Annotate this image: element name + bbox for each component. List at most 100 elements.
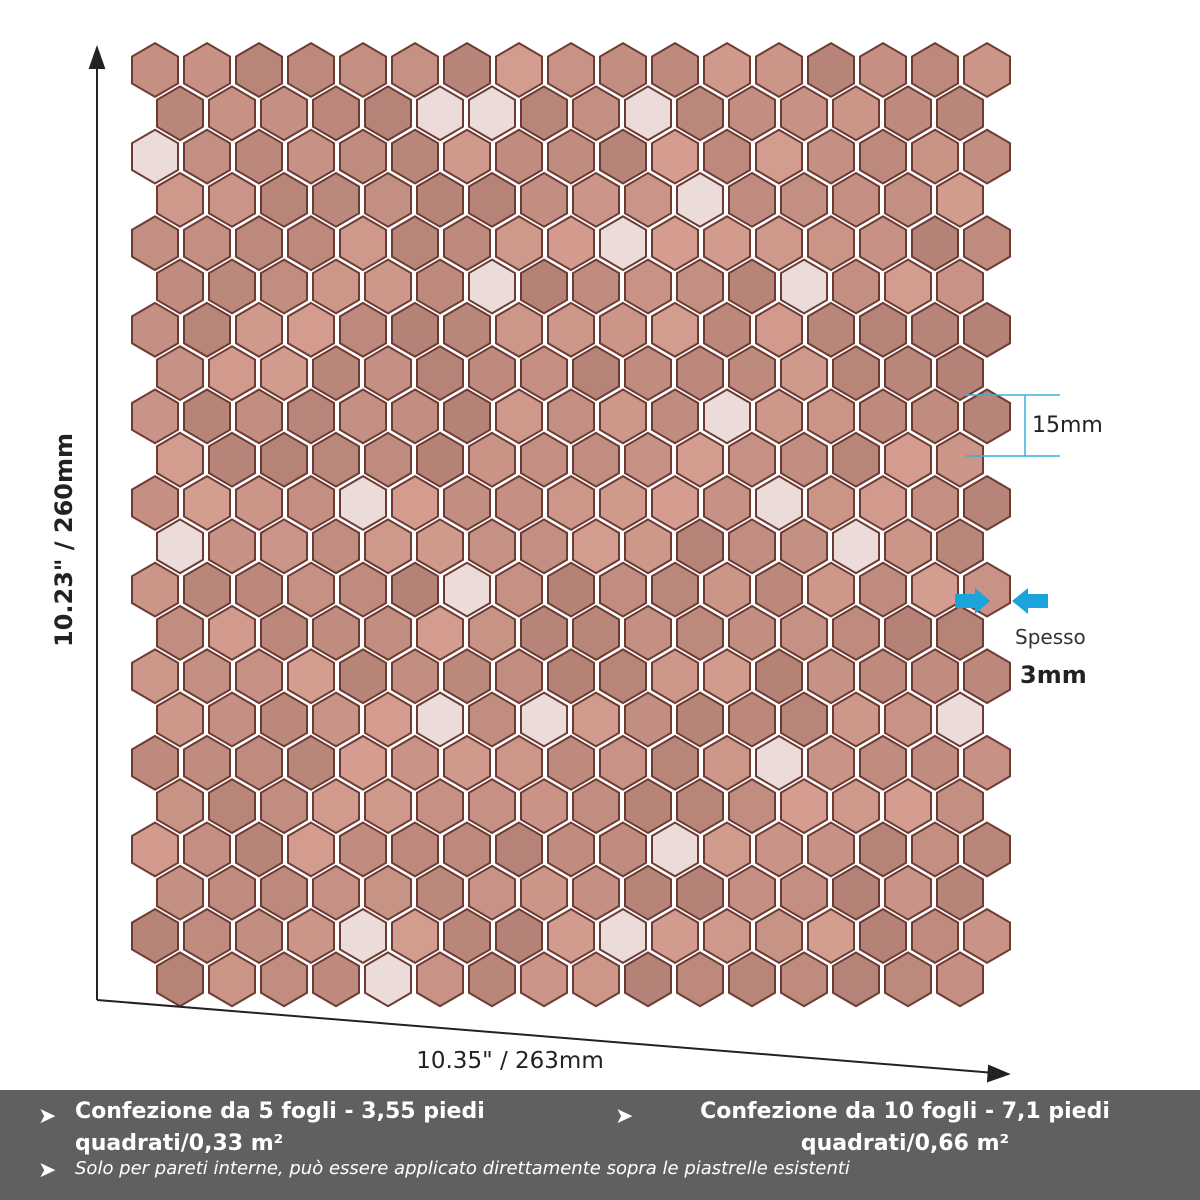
hex-tile	[468, 518, 516, 575]
hex-tile	[520, 171, 568, 228]
hex-tile	[416, 691, 464, 748]
hex-tile	[728, 951, 776, 1008]
hex-tile	[495, 561, 543, 618]
arrow-head	[986, 1064, 1011, 1083]
hex-tile	[443, 907, 491, 965]
hex-tile	[391, 41, 439, 99]
hex-tile	[599, 474, 647, 532]
hex-tile	[703, 474, 751, 532]
hex-tile	[936, 951, 984, 1008]
hex-tile	[520, 345, 568, 402]
hex-tile	[651, 301, 699, 358]
hex-tile	[468, 778, 516, 835]
hex-tile	[443, 215, 491, 272]
hex-tile	[832, 518, 880, 575]
hex-tile	[495, 821, 543, 878]
hex-tile	[572, 864, 620, 921]
hex-tile	[572, 345, 620, 402]
hex-tile	[547, 474, 595, 532]
hex-tile	[832, 85, 880, 142]
hex-tile	[832, 951, 880, 1008]
hex-tile	[703, 648, 751, 705]
hex-tile	[963, 301, 1011, 358]
hex-tile	[780, 778, 828, 835]
hex-tile	[520, 258, 568, 315]
hex-tile	[208, 518, 256, 575]
hex-tile	[599, 388, 647, 445]
hex-tile	[963, 734, 1011, 791]
hex-tile	[911, 388, 959, 445]
hex-tile	[131, 215, 179, 272]
hex-tile	[468, 85, 516, 142]
hex-tile	[599, 301, 647, 358]
hex-tile	[495, 128, 543, 185]
hex-tile	[547, 215, 595, 272]
hex-tile	[728, 691, 776, 748]
hex-tile	[728, 85, 776, 142]
hex-tile	[416, 258, 464, 315]
hex-tile	[963, 821, 1011, 878]
hex-tile	[416, 864, 464, 921]
hex-tile	[416, 604, 464, 661]
hex-tile	[547, 128, 595, 185]
hex-tile	[235, 388, 283, 445]
hex-tile	[312, 85, 360, 142]
hex-tile	[963, 388, 1011, 445]
hex-tile	[547, 907, 595, 965]
arrow	[955, 588, 990, 614]
hex-tile	[728, 604, 776, 661]
hex-tile	[183, 215, 231, 272]
hex-tile	[364, 778, 412, 835]
hex-tile	[287, 128, 335, 185]
hex-tile	[235, 474, 283, 532]
mosaic	[131, 41, 1011, 1008]
hex-tile	[807, 301, 855, 358]
hex-tile	[728, 171, 776, 228]
hex-tile	[235, 128, 283, 185]
hex-tile	[131, 734, 179, 791]
hex-tile	[859, 41, 907, 99]
hex-tile	[755, 907, 803, 965]
hex-tile	[859, 734, 907, 791]
hex-tile	[131, 648, 179, 705]
hex-tile	[859, 215, 907, 272]
hex-tile	[339, 474, 387, 532]
hex-tile	[183, 474, 231, 532]
hex-tile	[468, 951, 516, 1008]
hex-tile	[520, 864, 568, 921]
hex-tile	[416, 518, 464, 575]
hex-tile	[755, 41, 803, 99]
hex-tile	[963, 215, 1011, 272]
hex-tile	[235, 41, 283, 99]
hex-tile	[624, 85, 672, 142]
hex-tile	[807, 821, 855, 878]
hex-tile	[780, 258, 828, 315]
hex-tile	[391, 561, 439, 618]
hex-tile	[676, 85, 724, 142]
hex-tile	[599, 128, 647, 185]
hex-tile	[624, 171, 672, 228]
hex-tile	[495, 301, 543, 358]
hex-tile	[287, 388, 335, 445]
hex-tile	[936, 778, 984, 835]
hex-tile	[468, 171, 516, 228]
hex-tile	[364, 171, 412, 228]
hex-tile	[599, 215, 647, 272]
hex-tile	[547, 561, 595, 618]
hex-tile	[443, 648, 491, 705]
hex-tile	[287, 41, 335, 99]
hex-tile	[884, 864, 932, 921]
hex-tile	[884, 604, 932, 661]
hex-tile	[287, 648, 335, 705]
hex-tile	[339, 128, 387, 185]
hex-tile	[651, 648, 699, 705]
hex-tile	[416, 951, 464, 1008]
hex-tile	[599, 734, 647, 791]
hex-tile	[416, 778, 464, 835]
hex-tile	[339, 734, 387, 791]
hex-tile	[468, 345, 516, 402]
hex-tile	[547, 301, 595, 358]
hex-tile	[339, 301, 387, 358]
hex-tile	[651, 561, 699, 618]
